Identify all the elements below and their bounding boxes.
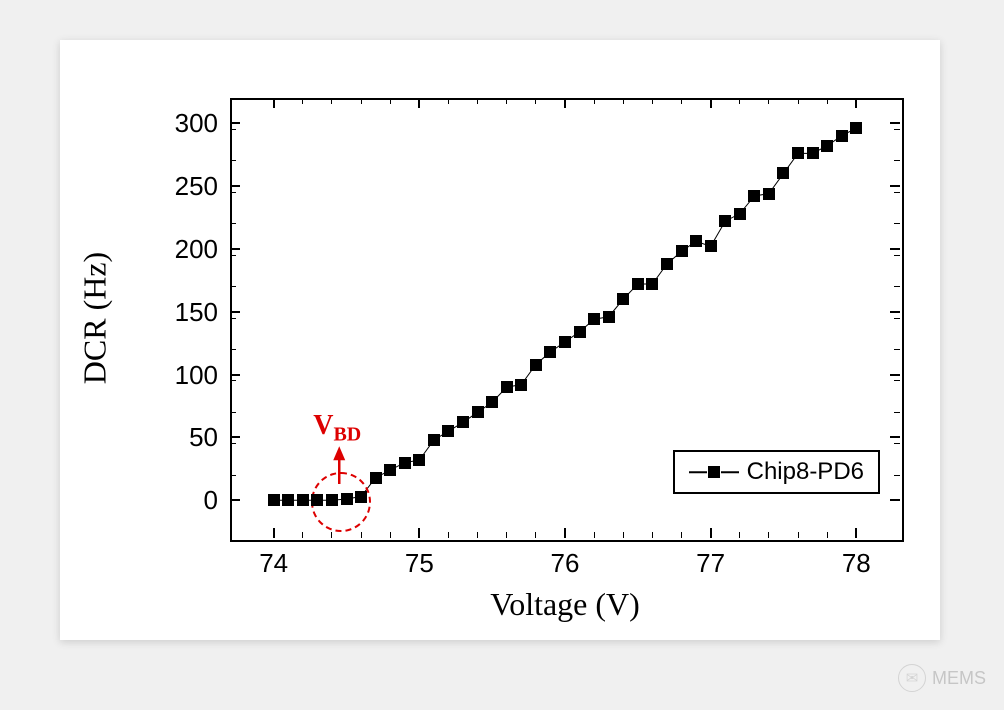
y-tick-label: 50 xyxy=(138,422,218,453)
x-tick-label: 74 xyxy=(244,548,304,579)
data-point xyxy=(442,425,454,437)
annotation-vbd-label: VBD xyxy=(313,410,361,447)
data-point xyxy=(617,293,629,305)
y-tick-label: 250 xyxy=(138,171,218,202)
data-point xyxy=(850,122,862,134)
y-tick-label: 0 xyxy=(138,485,218,516)
x-tick-label: 77 xyxy=(681,548,741,579)
data-point xyxy=(399,457,411,469)
data-point xyxy=(705,240,717,252)
y-tick-label: 100 xyxy=(138,360,218,391)
data-point xyxy=(341,493,353,505)
y-tick-label: 200 xyxy=(138,234,218,265)
y-tick-label: 300 xyxy=(138,108,218,139)
data-point xyxy=(311,494,323,506)
data-point xyxy=(282,494,294,506)
data-point xyxy=(807,147,819,159)
data-point xyxy=(821,140,833,152)
y-tick-label: 150 xyxy=(138,297,218,328)
x-tick-label: 76 xyxy=(535,548,595,579)
data-point xyxy=(384,464,396,476)
data-point xyxy=(792,147,804,159)
data-point xyxy=(719,215,731,227)
data-point xyxy=(763,188,775,200)
x-tick-label: 78 xyxy=(826,548,886,579)
data-point xyxy=(355,491,367,503)
data-point xyxy=(297,494,309,506)
data-point xyxy=(501,381,513,393)
data-point xyxy=(661,258,673,270)
chart-container: DCR (Hz) Voltage (V) Chip8-PD6 VBD 05010… xyxy=(60,40,940,640)
data-point xyxy=(603,311,615,323)
data-point xyxy=(676,245,688,257)
watermark: ✉ MEMS xyxy=(898,664,986,692)
wechat-icon: ✉ xyxy=(898,664,926,692)
data-point xyxy=(472,406,484,418)
data-point xyxy=(559,336,571,348)
data-point xyxy=(544,346,556,358)
data-point xyxy=(646,278,658,290)
data-point xyxy=(268,494,280,506)
data-point xyxy=(413,454,425,466)
data-point xyxy=(515,379,527,391)
data-point xyxy=(632,278,644,290)
data-point xyxy=(748,190,760,202)
x-tick-label: 75 xyxy=(389,548,449,579)
data-point xyxy=(690,235,702,247)
data-point xyxy=(588,313,600,325)
data-point xyxy=(574,326,586,338)
data-point xyxy=(836,130,848,142)
data-point xyxy=(734,208,746,220)
data-point xyxy=(777,167,789,179)
watermark-text: MEMS xyxy=(932,668,986,689)
data-point xyxy=(486,396,498,408)
data-point xyxy=(428,434,440,446)
data-point xyxy=(457,416,469,428)
data-point xyxy=(370,472,382,484)
data-point xyxy=(530,359,542,371)
data-point xyxy=(326,494,338,506)
